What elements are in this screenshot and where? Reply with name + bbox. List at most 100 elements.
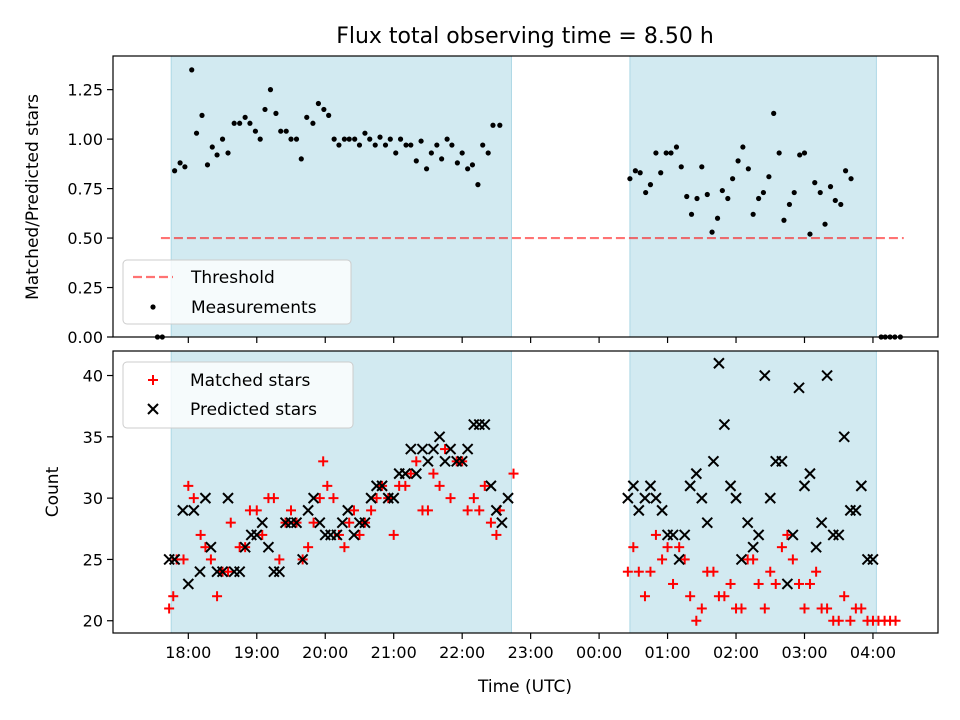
predicted-star-point bbox=[456, 455, 468, 468]
predicted-star-mark bbox=[456, 455, 468, 468]
measurement-point bbox=[418, 138, 424, 144]
measurement-point bbox=[352, 136, 358, 142]
measurement-point bbox=[801, 150, 808, 156]
measurement-point bbox=[668, 150, 674, 156]
predicted-star-point bbox=[787, 529, 799, 541]
measurement-point bbox=[475, 182, 481, 188]
top-observing-interval bbox=[629, 55, 877, 338]
predicted-star-mark bbox=[342, 504, 354, 517]
predicted-star-point bbox=[707, 455, 720, 468]
matched-star-point bbox=[765, 566, 776, 577]
matched-star-point bbox=[344, 517, 355, 528]
measurement-point bbox=[242, 114, 248, 120]
predicted-star-point bbox=[376, 480, 388, 492]
bottom-observing-interval bbox=[629, 350, 877, 634]
predicted-star-point bbox=[867, 553, 879, 566]
predicted-star-mark bbox=[502, 492, 514, 504]
predicted-star-mark bbox=[656, 504, 668, 517]
measurement-point bbox=[189, 67, 195, 73]
measurement-point bbox=[439, 156, 445, 162]
measurement-point bbox=[653, 150, 659, 156]
predicted-star-mark bbox=[627, 480, 640, 492]
predicted-star-point bbox=[307, 492, 320, 504]
predicted-star-point bbox=[713, 357, 725, 369]
predicted-star-mark bbox=[182, 578, 195, 590]
predicted-star-point bbox=[793, 382, 805, 394]
predicted-star-mark bbox=[194, 565, 206, 578]
measurement-point bbox=[413, 158, 419, 164]
predicted-star-mark bbox=[815, 516, 828, 529]
matched-star-point bbox=[799, 603, 810, 614]
measurement-point bbox=[750, 211, 756, 217]
matched-star-point bbox=[628, 542, 639, 553]
predicted-star-mark bbox=[256, 516, 268, 529]
predicted-star-mark bbox=[233, 565, 246, 578]
measurement-point bbox=[756, 195, 762, 202]
matched-star-point bbox=[662, 542, 673, 553]
legend-predicted-label: Predicted stars bbox=[190, 400, 317, 420]
predicted-star-point bbox=[810, 541, 822, 553]
matched-star-point bbox=[622, 566, 633, 577]
measurement-point bbox=[283, 128, 289, 134]
predicted-star-point bbox=[199, 492, 212, 504]
predicted-star-point bbox=[804, 467, 816, 480]
matched-star-point bbox=[804, 578, 815, 589]
predicted-star-mark bbox=[444, 443, 457, 455]
matched-star-point bbox=[328, 493, 339, 504]
top-panel: 0.00 0.25 0.50 0.75 1.00 1.25 Threshold Measure… bbox=[67, 55, 939, 347]
predicted-star-point bbox=[855, 480, 868, 492]
predicted-star-mark bbox=[387, 492, 400, 504]
predicted-star-point bbox=[741, 516, 754, 529]
predicted-star-point bbox=[410, 467, 423, 480]
measurement-point bbox=[704, 191, 710, 198]
predicted-star-point bbox=[405, 443, 417, 455]
matched-star-point bbox=[308, 517, 319, 528]
measurement-point bbox=[252, 128, 259, 134]
measurement-point bbox=[663, 150, 669, 156]
x-tick-label: 03:00 bbox=[781, 643, 827, 662]
predicted-star-point bbox=[759, 369, 771, 382]
measurement-point bbox=[627, 176, 633, 182]
predicted-star-mark bbox=[296, 553, 309, 566]
measurement-point bbox=[182, 164, 188, 170]
predicted-star-point bbox=[678, 529, 691, 541]
matched-star-point bbox=[708, 566, 719, 577]
predicted-star-mark bbox=[251, 529, 263, 541]
measurement-point bbox=[393, 150, 399, 156]
measurement-point bbox=[298, 156, 304, 162]
matched-star-point bbox=[650, 529, 661, 540]
measurement-point bbox=[257, 136, 263, 142]
measurement-point bbox=[771, 110, 777, 116]
matched-star-point bbox=[251, 505, 262, 516]
measurement-point bbox=[193, 130, 200, 136]
measurement-point bbox=[428, 150, 434, 156]
predicted-star-point bbox=[633, 504, 645, 517]
measurement-point bbox=[454, 160, 460, 166]
predicted-star-mark bbox=[496, 516, 508, 529]
matched-star-point bbox=[696, 603, 707, 614]
predicted-star-point bbox=[194, 565, 206, 578]
measurement-point bbox=[177, 160, 183, 166]
predicted-star-mark bbox=[798, 480, 811, 492]
measurement-point bbox=[678, 164, 684, 170]
predicted-star-mark bbox=[290, 516, 303, 529]
measurement-point bbox=[172, 168, 178, 174]
measurement-point bbox=[730, 176, 736, 182]
matched-star-point bbox=[339, 542, 350, 553]
predicted-star-point bbox=[302, 504, 314, 517]
measurement-point bbox=[832, 197, 838, 204]
predicted-star-mark bbox=[239, 541, 251, 553]
measurement-point bbox=[231, 120, 237, 126]
top-y-tick-label: 0.50 bbox=[67, 229, 103, 248]
measurement-point bbox=[459, 150, 465, 156]
x-tick-label: 22:00 bbox=[439, 643, 485, 662]
matched-star-point bbox=[178, 554, 189, 565]
measurement-point bbox=[362, 130, 368, 136]
matched-star-point bbox=[736, 603, 747, 614]
measurement-point bbox=[387, 136, 393, 142]
predicted-star-mark bbox=[307, 492, 320, 504]
measurement-point bbox=[673, 144, 680, 150]
predicted-star-point bbox=[177, 504, 189, 517]
matched-star-point bbox=[225, 517, 236, 528]
matched-star-point bbox=[759, 603, 770, 614]
